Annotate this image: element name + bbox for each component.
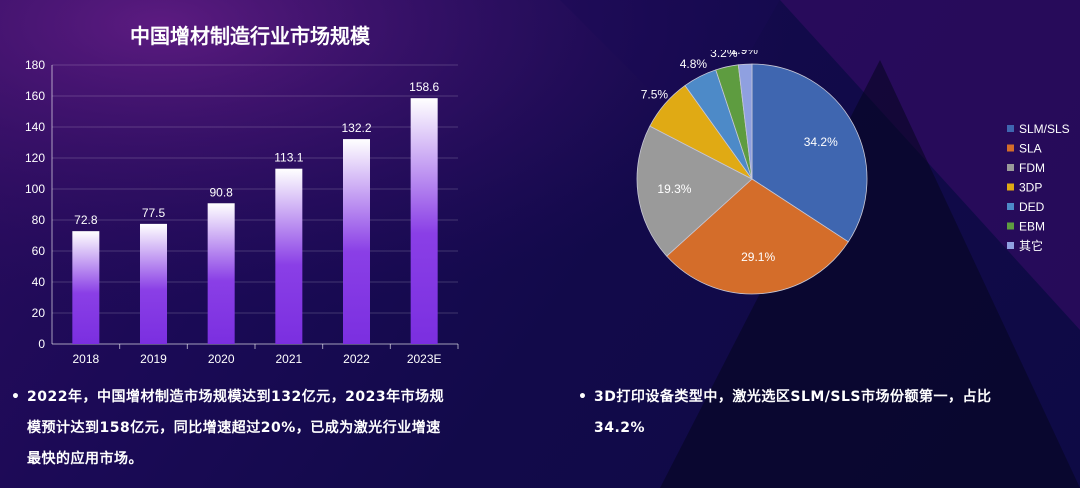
pie-slice-label: 29.1% — [741, 250, 775, 264]
left-bullet: • 2022年，中国增材制造市场规模达到132亿元，2023年市场规 模预计达到… — [11, 382, 507, 475]
y-tick-label: 160 — [25, 89, 45, 103]
y-tick-label: 40 — [32, 275, 46, 289]
pie-slice-label: 7.5% — [641, 88, 669, 102]
legend-swatch — [1007, 183, 1014, 191]
bullet-line: 34.2% — [594, 420, 646, 436]
y-tick-label: 140 — [25, 120, 45, 134]
y-tick-label: 20 — [32, 306, 46, 320]
bar-value-label: 77.5 — [142, 206, 166, 220]
y-tick-label: 0 — [38, 337, 45, 351]
pie-slice-label: 34.2% — [804, 135, 838, 149]
bullet-line: 最快的应用市场。 — [27, 451, 143, 467]
bar — [410, 98, 438, 344]
legend-swatch — [1007, 144, 1014, 152]
x-tick-label: 2019 — [140, 352, 167, 366]
bullet-line: 模预计达到158亿元，同比增速超过20%，已成为激光行业增速 — [27, 420, 441, 436]
bullet-line: 2022年，中国增材制造市场规模达到132亿元，2023年市场规 — [27, 389, 445, 405]
pie-slice-label: 1.9% — [731, 50, 759, 57]
y-tick-label: 60 — [32, 244, 46, 258]
pie-slice-label: 3.2% — [710, 50, 738, 60]
bar-chart-title: 中国增材制造行业市场规模 — [130, 24, 370, 48]
legend-swatch — [1007, 125, 1014, 132]
y-tick-label: 120 — [25, 151, 45, 165]
legend-label: FDM — [1019, 161, 1045, 175]
legend-swatch — [1007, 222, 1014, 230]
bar-chart: 0 20 40 60 80 100 120 140 160 180 72.8 77.5 90.8 113… — [25, 58, 459, 366]
pie-slice-label: 4.8% — [680, 57, 708, 71]
x-tick-label: 2018 — [72, 352, 99, 366]
legend-swatch — [1007, 164, 1014, 171]
x-tick-label: 2022 — [343, 352, 370, 366]
legend-label: EBM — [1019, 220, 1045, 234]
bar-value-label: 90.8 — [209, 185, 233, 199]
bar-value-label: 113.1 — [274, 151, 303, 165]
legend-label: SLM/SLS — [1019, 122, 1070, 136]
legend-swatch — [1007, 203, 1014, 210]
y-tick-label: 180 — [25, 58, 45, 72]
bullet-line: 3D打印设备类型中，激光选区SLM/SLS市场份额第一，占比 — [594, 389, 992, 405]
legend-swatch — [1007, 242, 1014, 249]
pie-slice — [737, 63, 753, 180]
y-tick-label: 80 — [32, 213, 46, 227]
bar — [207, 203, 235, 344]
legend-label: DED — [1019, 200, 1045, 214]
bar — [72, 231, 100, 344]
right-bullet: • 3D打印设备类型中，激光选区SLM/SLS市场份额第一，占比 34.2% — [578, 382, 1054, 444]
x-tick-label: 2023E — [407, 352, 442, 366]
pie-slice — [666, 178, 849, 295]
bar — [140, 223, 167, 344]
legend-label: SLA — [1019, 142, 1042, 156]
bullet-marker: • — [578, 389, 588, 405]
pie-slice-label: 19.3% — [657, 182, 691, 196]
bar-value-label: 72.8 — [74, 213, 98, 227]
bar-value-label: 158.6 — [409, 80, 439, 94]
bar — [343, 139, 370, 344]
bar-value-label: 132.2 — [341, 121, 371, 135]
bullet-marker: • — [11, 389, 21, 405]
bar — [275, 168, 303, 344]
pie-chart: 34.2% 29.1% 19.3% 7.5% 4.8%3.2%1.9% SLM/SLS S… — [636, 50, 1070, 295]
x-tick-label: 2021 — [275, 352, 302, 366]
pie-slice — [636, 125, 753, 257]
legend-label: 其它 — [1019, 238, 1043, 253]
x-tick-label: 2020 — [208, 352, 235, 366]
legend-label: 3DP — [1019, 181, 1042, 195]
y-tick-label: 100 — [25, 182, 45, 196]
